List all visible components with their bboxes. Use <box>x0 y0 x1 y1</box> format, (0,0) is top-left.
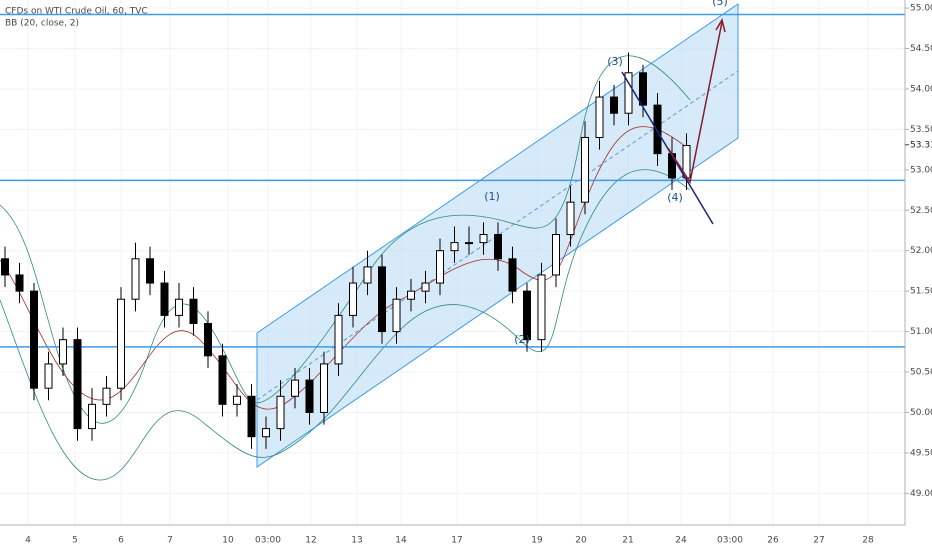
x-tick-label: 26 <box>767 536 779 546</box>
candle-body <box>218 355 227 405</box>
x-tick-label: 7 <box>167 536 173 546</box>
candle-body <box>653 104 662 155</box>
candle-body <box>276 395 285 430</box>
y-tick-label: 49.50 <box>910 448 932 458</box>
x-tick-label: 03:00 <box>255 536 281 546</box>
x-tick-label: 6 <box>118 536 124 546</box>
y-tick-label: 55.00 <box>910 4 932 14</box>
candle-body <box>421 282 430 292</box>
x-tick-label: 10 <box>222 536 234 546</box>
candle-body <box>189 298 198 324</box>
candle-body <box>436 250 444 284</box>
chart-title: CFDs on WTI Crude Oil, 60, TVC <box>5 7 148 17</box>
candle-body <box>581 136 589 203</box>
x-tick-label: 13 <box>351 536 362 546</box>
y-tick-label: 54.00 <box>910 84 932 94</box>
candle-body <box>624 72 633 114</box>
x-tick-label: 17 <box>451 536 462 546</box>
y-tick-label: 50.00 <box>910 408 932 418</box>
x-tick-label: 03:00 <box>717 536 743 546</box>
x-tick-label: 24 <box>675 536 687 546</box>
x-tick-label: 19 <box>531 536 543 546</box>
candle-body <box>320 363 328 413</box>
levels <box>0 13 905 348</box>
candle-body <box>102 387 111 405</box>
x-tick-label: 21 <box>622 536 633 546</box>
candle-body <box>566 201 575 236</box>
candle-body <box>204 322 212 357</box>
candle-body <box>44 363 53 389</box>
candle-body <box>610 96 618 114</box>
candles <box>1 52 691 449</box>
candle-body <box>291 379 299 397</box>
candle-body <box>595 96 604 138</box>
candle-body <box>262 428 270 438</box>
y-tick-label: 52.50 <box>910 206 932 216</box>
x-tick-label: 20 <box>575 536 587 546</box>
candle-body <box>363 266 372 284</box>
candle-body <box>349 282 357 316</box>
candle-body <box>131 258 140 300</box>
candle-body <box>117 298 125 389</box>
candle-body <box>247 395 256 438</box>
candle-body <box>508 258 517 292</box>
wave-label: (4) <box>667 191 683 204</box>
candle-body <box>392 298 401 333</box>
wave-label: (5) <box>712 0 728 8</box>
arrow-head <box>715 18 726 33</box>
candle-body <box>305 379 314 413</box>
candle-body <box>146 258 154 284</box>
projection-arrow <box>667 21 723 184</box>
candle-body <box>494 234 502 260</box>
candle-body <box>639 72 647 106</box>
trend-line <box>621 71 714 225</box>
candle-body <box>537 274 546 341</box>
wave-label: (1) <box>484 190 500 203</box>
y-tick-label: 51.00 <box>910 327 932 337</box>
y-tick-label: 54.50 <box>910 44 932 54</box>
last-price-label: 53.31 <box>910 140 932 150</box>
candle-body <box>88 403 96 430</box>
bollinger-upper <box>0 55 691 424</box>
wave-label: (2) <box>514 333 530 346</box>
candle-body <box>450 242 459 252</box>
candle-body <box>523 290 531 341</box>
candle-body <box>175 298 183 316</box>
indicator-label: BB (20, close, 2) <box>5 19 79 29</box>
x-tick-label: 14 <box>395 536 407 546</box>
bollinger-lower <box>0 169 691 481</box>
candle-body <box>73 339 82 430</box>
candle-body <box>1 258 9 276</box>
x-tick-label: 28 <box>862 536 874 546</box>
y-tick-label: 52.00 <box>910 246 932 256</box>
candle-body <box>59 339 67 365</box>
y-tick-label: 51.50 <box>910 287 932 297</box>
candle-body <box>30 290 38 389</box>
candle-body <box>479 234 488 244</box>
candle-body <box>233 395 241 405</box>
x-tick-label: 12 <box>305 536 316 546</box>
wave-label: (3) <box>607 55 623 68</box>
candle-body <box>15 274 24 292</box>
y-tick-label: 53.00 <box>910 165 932 175</box>
x-tick-label: 4 <box>25 536 31 546</box>
candle-body <box>378 266 386 333</box>
candle-body <box>407 290 415 300</box>
y-tick-label: 50.50 <box>910 368 932 378</box>
candle-body <box>160 282 169 316</box>
candle-body <box>334 314 343 365</box>
candle-body <box>552 234 560 276</box>
candle-body <box>465 242 473 245</box>
y-tick-label: 49.00 <box>910 489 932 499</box>
y-tick-label: 53.50 <box>910 125 932 135</box>
x-tick-label: 5 <box>72 536 78 546</box>
x-tick-label: 27 <box>813 536 824 546</box>
